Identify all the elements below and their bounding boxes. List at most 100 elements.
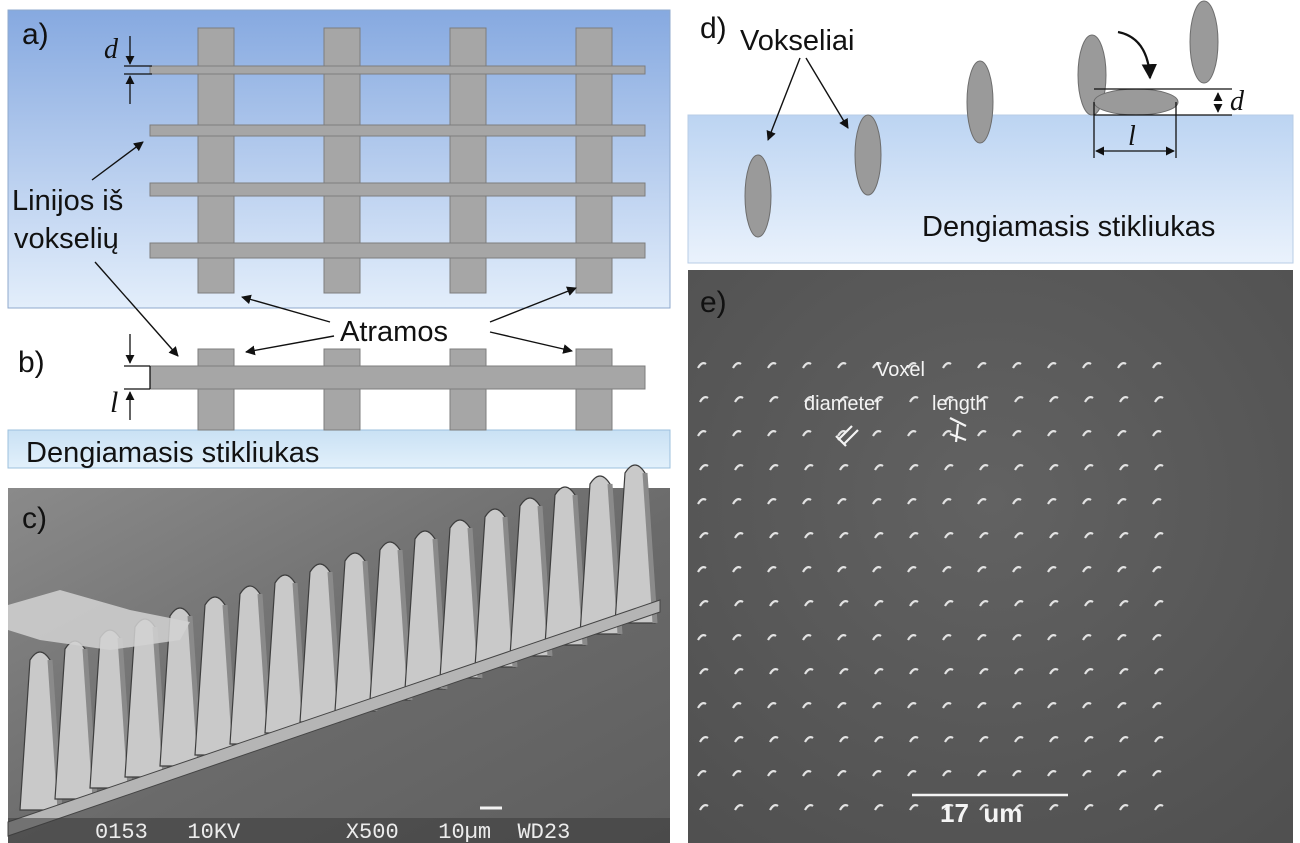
voxel-dot [979,532,989,539]
voxel-dot [1084,532,1094,539]
voxel-dot [977,634,987,641]
voxel-dot [1152,634,1162,641]
voxel-dot [767,702,777,709]
voxel-dot [1117,770,1127,777]
voxel-dot [802,566,812,573]
voxel-fallen [1093,88,1179,116]
voxel-dot [837,362,847,369]
voxel-dot [942,702,952,709]
voxel-dot [1152,770,1162,777]
lines-label-line1: Linijos iš [12,185,123,217]
voxel-dot [874,532,884,539]
voxel-dot [1082,702,1092,709]
voxel-dot [839,668,849,675]
voxel-dot [977,566,987,573]
voxel-dot [1082,362,1092,369]
voxel-dot [909,600,919,607]
voxel-dot [944,464,954,471]
voxel-dot [942,430,952,437]
arrow-supports-up-left [241,294,331,323]
sem-image-e [688,270,1293,843]
voxel-dot [977,702,987,709]
voxel-dot [802,634,812,641]
voxel-dot [1047,634,1057,641]
voxel-dot [977,498,987,505]
voxel-dot [1047,702,1057,709]
voxel-dot [942,362,952,369]
voxel-dot [944,396,954,403]
voxel-dot [699,736,709,743]
voxel-dot [732,770,742,777]
voxel-dot [769,464,779,471]
voxel-dot [1047,430,1057,437]
voxel-dot [839,396,849,403]
voxel-dot [874,396,884,403]
voxel-dot [1117,634,1127,641]
panel-d-letter: d) [700,12,727,45]
arrow-supports-down-left [245,335,335,356]
voxel-dot [907,566,917,573]
panel-e: e) Voxel diameter length 17 um [688,270,1293,843]
voxels-label: Vokseliai [740,25,854,57]
voxel-line [149,242,646,259]
voxel-dot [697,566,707,573]
voxel-dot [1012,430,1022,437]
panel-e-letter: e) [700,286,727,319]
voxel-dot [804,736,814,743]
voxel-dot [1012,566,1022,573]
voxel-dot [802,770,812,777]
voxel-dot [909,532,919,539]
voxel-dot [1154,532,1164,539]
voxel-dot [909,804,919,811]
panel-a: a) d [7,9,671,309]
voxel-dot [769,396,779,403]
voxel-dot [1154,464,1164,471]
voxel [854,114,882,196]
voxel-dot [1154,736,1164,743]
voxel-dot [874,464,884,471]
voxel-dot [909,668,919,675]
voxel [744,154,772,238]
voxel-dot [942,634,952,641]
voxel-dot [839,804,849,811]
voxel-dot [804,532,814,539]
voxel-dot [1049,532,1059,539]
voxel-dot [767,566,777,573]
voxel-dot [1084,396,1094,403]
voxel-dot [697,430,707,437]
voxel-dot [1014,804,1024,811]
dimension-d-d [1094,88,1232,116]
voxel-dot [907,430,917,437]
voxel-dot [1117,362,1127,369]
voxel-dot [1154,804,1164,811]
voxel [1077,34,1107,116]
rotation-arrow [1117,30,1157,80]
voxel-dot [804,600,814,607]
voxel-dot [767,430,777,437]
voxel-dot [1154,668,1164,675]
voxel-dot [979,396,989,403]
voxel-dot [872,498,882,505]
dimension-l-b [124,334,151,420]
voxel-dot [1084,736,1094,743]
voxel-dot [1049,464,1059,471]
panel-d: d) Vokseliai d l Dengiamasis stikliukas [687,0,1294,264]
voxel-dot [1082,634,1092,641]
sem-caption-bar [8,818,670,843]
voxel-dot [872,770,882,777]
sem-scaffold-shadow [642,472,658,624]
voxel-dot [907,498,917,505]
voxel-dot [1117,498,1127,505]
voxel-dot [1049,804,1059,811]
voxel-dot [1084,668,1094,675]
voxel-dot [732,566,742,573]
voxel-dot [977,362,987,369]
voxel-dot [734,396,744,403]
voxel-dot [697,702,707,709]
voxel-dot [837,770,847,777]
voxel-dot [1119,532,1129,539]
arrow-supports-down-right [489,331,573,354]
voxel-dot [699,396,709,403]
voxel-dot [977,430,987,437]
voxel-dot [734,804,744,811]
